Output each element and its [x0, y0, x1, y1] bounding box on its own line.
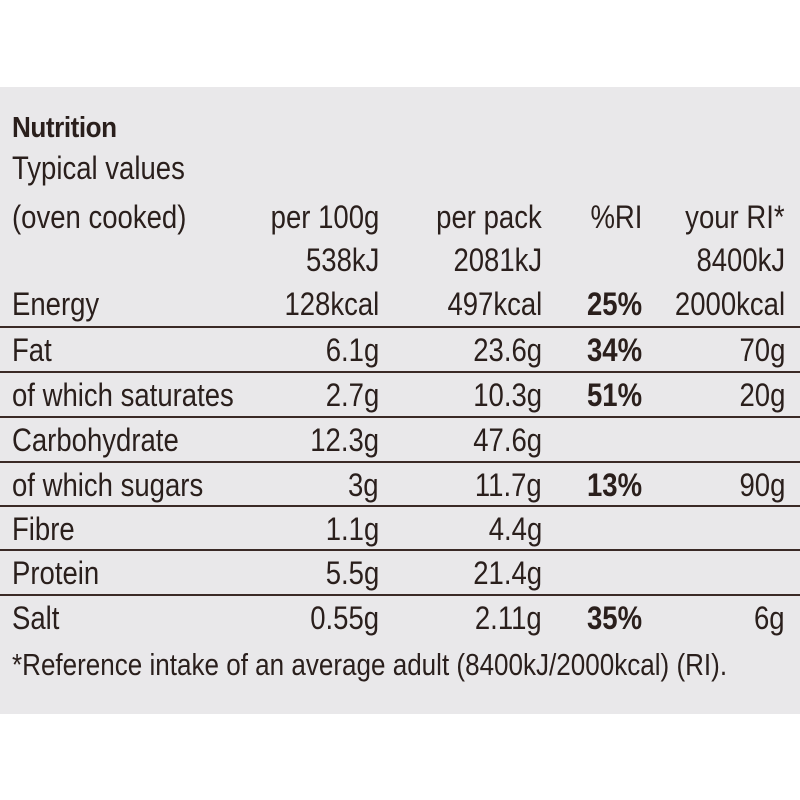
- value-per-pack: 11.7g: [475, 467, 542, 503]
- nutrient-name: Carbohydrate: [12, 422, 179, 458]
- value-per-100g: 1.1g: [325, 511, 379, 547]
- value-ri-percent: 51%: [586, 377, 642, 413]
- value-per-pack: 10.3g: [473, 377, 542, 413]
- header-your-ri: your RI*: [685, 199, 785, 235]
- energy-kj-per-100g: 538kJ: [305, 242, 379, 278]
- value-per-pack: 2.11g: [475, 600, 542, 636]
- nutrient-row-sugars: of which sugars 3g 11.7g 13% 90g: [0, 461, 800, 507]
- value-per-100g: 5.5g: [325, 555, 379, 591]
- nutrient-name: Protein: [12, 555, 100, 591]
- value-ri-percent: 35%: [586, 600, 642, 636]
- nutrient-name: Energy: [12, 286, 100, 322]
- nutrient-row-fibre: Fibre 1.1g 4.4g: [0, 505, 800, 551]
- header-cooking-note: (oven cooked): [12, 199, 187, 235]
- nutrient-name: Fibre: [12, 511, 75, 547]
- nutrition-label: Nutrition Typical values (oven cooked) p…: [0, 87, 800, 714]
- energy-kj-your-ri: 8400kJ: [696, 242, 785, 278]
- nutrient-name: of which sugars: [12, 467, 204, 503]
- value-per-100g: 128kcal: [284, 286, 379, 322]
- value-your-ri: 6g: [754, 600, 785, 636]
- value-per-100g: 12.3g: [310, 422, 379, 458]
- value-per-pack: 23.6g: [473, 332, 542, 368]
- value-ri-percent: 13%: [586, 467, 642, 503]
- nutrient-row-carbohydrate: Carbohydrate 12.3g 47.6g: [0, 416, 800, 462]
- nutrient-row-energy: Energy 128kcal 497kcal 25% 2000kcal: [0, 282, 800, 326]
- nutrient-row-fat: Fat 6.1g 23.6g 34% 70g: [0, 326, 800, 372]
- energy-kj-per-pack: 2081kJ: [453, 242, 542, 278]
- value-per-100g: 6.1g: [325, 332, 379, 368]
- value-per-100g: 0.55g: [310, 600, 379, 636]
- header-ri-percent: %RI: [590, 199, 642, 235]
- reference-intake-footnote: *Reference intake of an average adult (8…: [12, 647, 728, 682]
- value-per-pack: 47.6g: [473, 422, 542, 458]
- value-per-100g: 3g: [348, 467, 379, 503]
- header-per-pack: per pack: [436, 199, 542, 235]
- value-per-pack: 4.4g: [488, 511, 542, 547]
- nutrient-row-saturates: of which saturates 2.7g 10.3g 51% 20g: [0, 371, 800, 417]
- nutrient-row-protein: Protein 5.5g 21.4g: [0, 549, 800, 595]
- nutrient-row-salt: Salt 0.55g 2.11g 35% 6g: [0, 594, 800, 640]
- nutrient-name: of which saturates: [12, 377, 234, 413]
- value-per-pack: 497kcal: [447, 286, 542, 322]
- value-your-ri: 70g: [739, 332, 785, 368]
- typical-values-caption: Typical values: [12, 150, 185, 186]
- value-ri-percent: 34%: [586, 332, 642, 368]
- header-row: (oven cooked) per 100g per pack %RI your…: [0, 195, 800, 239]
- energy-kj-row: 538kJ 2081kJ 8400kJ: [0, 238, 800, 282]
- value-per-pack: 21.4g: [473, 555, 542, 591]
- header-per-100g: per 100g: [270, 199, 379, 235]
- value-your-ri: 2000kcal: [674, 286, 785, 322]
- value-your-ri: 90g: [739, 467, 785, 503]
- value-ri-percent: 25%: [586, 286, 642, 322]
- value-per-100g: 2.7g: [325, 377, 379, 413]
- nutrition-title: Nutrition: [12, 112, 117, 144]
- value-your-ri: 20g: [739, 377, 785, 413]
- nutrient-name: Salt: [12, 600, 60, 636]
- nutrient-name: Fat: [12, 332, 52, 368]
